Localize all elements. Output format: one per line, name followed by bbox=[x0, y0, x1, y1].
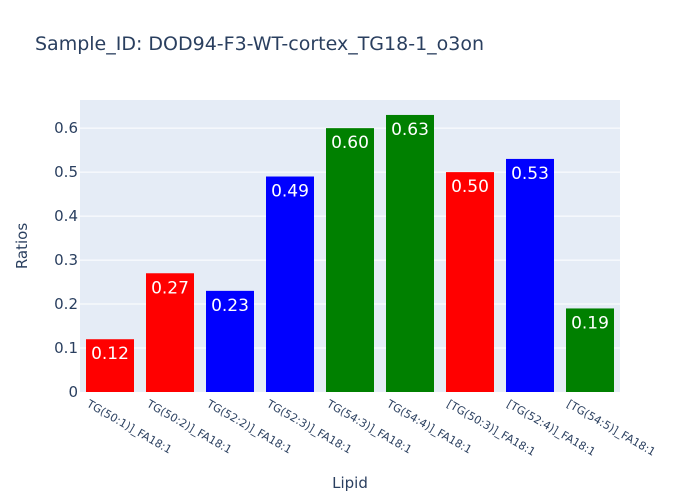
x-axis-ticks: TG(50:1)]_FA18:1TG(50:2)]_FA18:1TG(52:2)… bbox=[84, 397, 658, 459]
chart-title: Sample_ID: DOD94-F3-WT-cortex_TG18-1_o3o… bbox=[35, 33, 484, 55]
y-tick-label: 0.2 bbox=[54, 295, 78, 313]
bar-value-label: 0.27 bbox=[151, 278, 189, 298]
bar bbox=[86, 339, 134, 392]
bar-value-label: 0.12 bbox=[91, 344, 129, 364]
y-tick-label: 0.1 bbox=[54, 339, 78, 357]
bar bbox=[266, 176, 314, 392]
y-tick-label: 0.6 bbox=[54, 119, 78, 137]
bar-value-label: 0.49 bbox=[271, 182, 309, 202]
y-tick-label: 0.5 bbox=[54, 163, 78, 181]
bar-value-label: 0.23 bbox=[211, 296, 249, 316]
bar bbox=[326, 128, 374, 392]
bars bbox=[86, 114, 614, 392]
y-axis-ticks: 0 0.1 0.2 0.3 0.4 0.5 0.6 bbox=[54, 119, 78, 401]
y-tick-label: 0.3 bbox=[54, 251, 78, 269]
y-tick-label: 0.4 bbox=[54, 207, 78, 225]
bar-value-label: 0.19 bbox=[571, 313, 609, 333]
y-axis-title: Ratios bbox=[13, 223, 31, 270]
bar bbox=[566, 308, 614, 392]
x-axis-title: Lipid bbox=[332, 474, 368, 492]
y-tick-label: 0 bbox=[68, 383, 78, 401]
bar-labels: 0.12 0.27 0.23 0.49 0.60 0.63 0.50 0.53 0.19 bbox=[91, 120, 609, 364]
bar bbox=[506, 158, 554, 392]
bar-value-label: 0.63 bbox=[391, 120, 429, 140]
bar bbox=[206, 290, 254, 392]
bar bbox=[446, 172, 494, 392]
bar-value-label: 0.53 bbox=[511, 164, 549, 184]
bar bbox=[386, 114, 434, 392]
bar bbox=[146, 273, 194, 392]
bar-value-label: 0.60 bbox=[331, 133, 369, 153]
bar-value-label: 0.50 bbox=[451, 177, 489, 197]
